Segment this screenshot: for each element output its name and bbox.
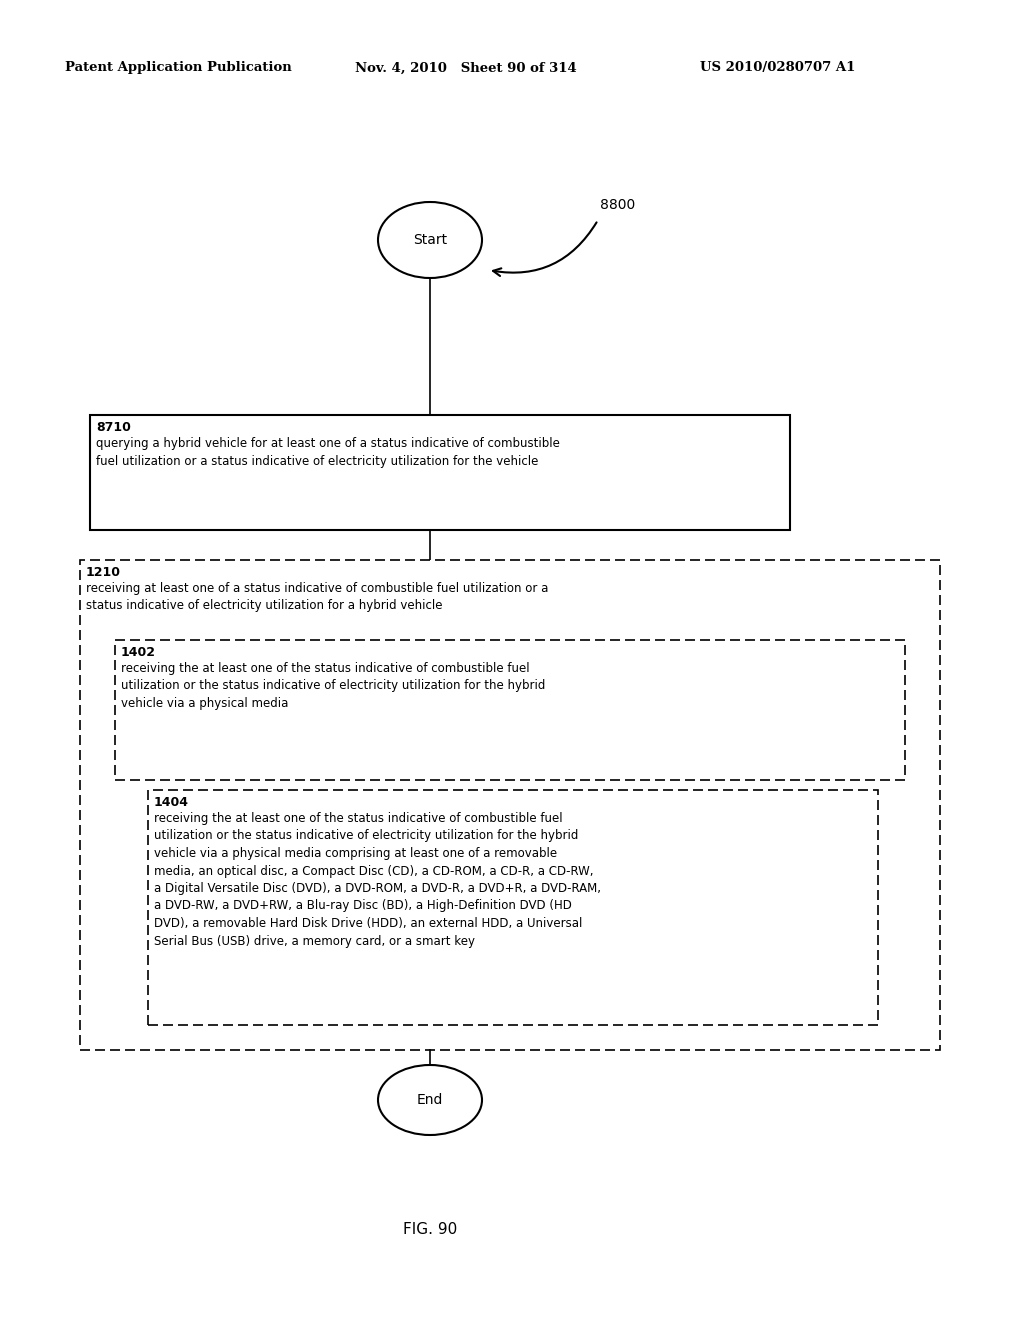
Text: 8800: 8800: [600, 198, 635, 213]
Ellipse shape: [378, 202, 482, 279]
Text: receiving the at least one of the status indicative of combustible fuel
utilizat: receiving the at least one of the status…: [154, 812, 601, 948]
Text: US 2010/0280707 A1: US 2010/0280707 A1: [700, 62, 855, 74]
Text: End: End: [417, 1093, 443, 1107]
Text: 8710: 8710: [96, 421, 131, 434]
Text: Patent Application Publication: Patent Application Publication: [65, 62, 292, 74]
Text: 1402: 1402: [121, 645, 156, 659]
Bar: [80, 560, 940, 1049]
Ellipse shape: [378, 1065, 482, 1135]
Bar: [90, 414, 790, 531]
Text: FIG. 90: FIG. 90: [402, 1222, 457, 1238]
Text: querying a hybrid vehicle for at least one of a status indicative of combustible: querying a hybrid vehicle for at least o…: [96, 437, 560, 467]
Text: Start: Start: [413, 234, 447, 247]
Bar: [115, 640, 905, 780]
Text: Nov. 4, 2010   Sheet 90 of 314: Nov. 4, 2010 Sheet 90 of 314: [355, 62, 577, 74]
Bar: [148, 789, 878, 1026]
Text: receiving the at least one of the status indicative of combustible fuel
utilizat: receiving the at least one of the status…: [121, 663, 546, 710]
Text: 1404: 1404: [154, 796, 189, 809]
Text: receiving at least one of a status indicative of combustible fuel utilization or: receiving at least one of a status indic…: [86, 582, 549, 612]
FancyArrowPatch shape: [493, 222, 597, 276]
Text: 1210: 1210: [86, 566, 121, 579]
